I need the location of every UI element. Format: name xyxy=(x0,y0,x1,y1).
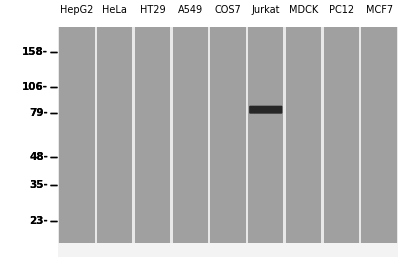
Bar xyxy=(324,27,359,243)
Text: COS7: COS7 xyxy=(215,5,241,15)
Text: 79-: 79- xyxy=(29,108,48,118)
Text: 35-: 35- xyxy=(29,180,48,189)
FancyBboxPatch shape xyxy=(249,106,282,114)
Bar xyxy=(362,27,397,243)
Text: 48-: 48- xyxy=(29,152,48,162)
Text: 106-: 106- xyxy=(22,82,48,92)
Bar xyxy=(248,27,284,243)
Bar xyxy=(97,27,132,243)
Bar xyxy=(58,27,398,243)
Text: MDCK: MDCK xyxy=(289,5,318,15)
Bar xyxy=(59,27,94,243)
Text: Jurkat: Jurkat xyxy=(252,5,280,15)
Bar xyxy=(210,27,246,243)
Bar xyxy=(172,27,208,243)
Text: 23-: 23- xyxy=(29,216,48,226)
Text: A549: A549 xyxy=(178,5,203,15)
Text: HepG2: HepG2 xyxy=(60,5,94,15)
Text: 35-: 35- xyxy=(29,180,48,189)
Text: 79-: 79- xyxy=(29,108,48,118)
Text: 158-: 158- xyxy=(22,47,48,57)
Bar xyxy=(0,243,400,257)
Text: 48-: 48- xyxy=(29,152,48,162)
Text: 158-: 158- xyxy=(22,47,48,57)
Text: HT29: HT29 xyxy=(140,5,165,15)
Text: PC12: PC12 xyxy=(329,5,354,15)
Bar xyxy=(286,27,321,243)
Bar xyxy=(135,27,170,243)
Bar xyxy=(58,243,398,257)
Text: MCF7: MCF7 xyxy=(366,5,393,15)
Bar xyxy=(0,0,58,257)
Text: 106-: 106- xyxy=(22,82,48,92)
Text: HeLa: HeLa xyxy=(102,5,127,15)
Text: 23-: 23- xyxy=(29,216,48,226)
